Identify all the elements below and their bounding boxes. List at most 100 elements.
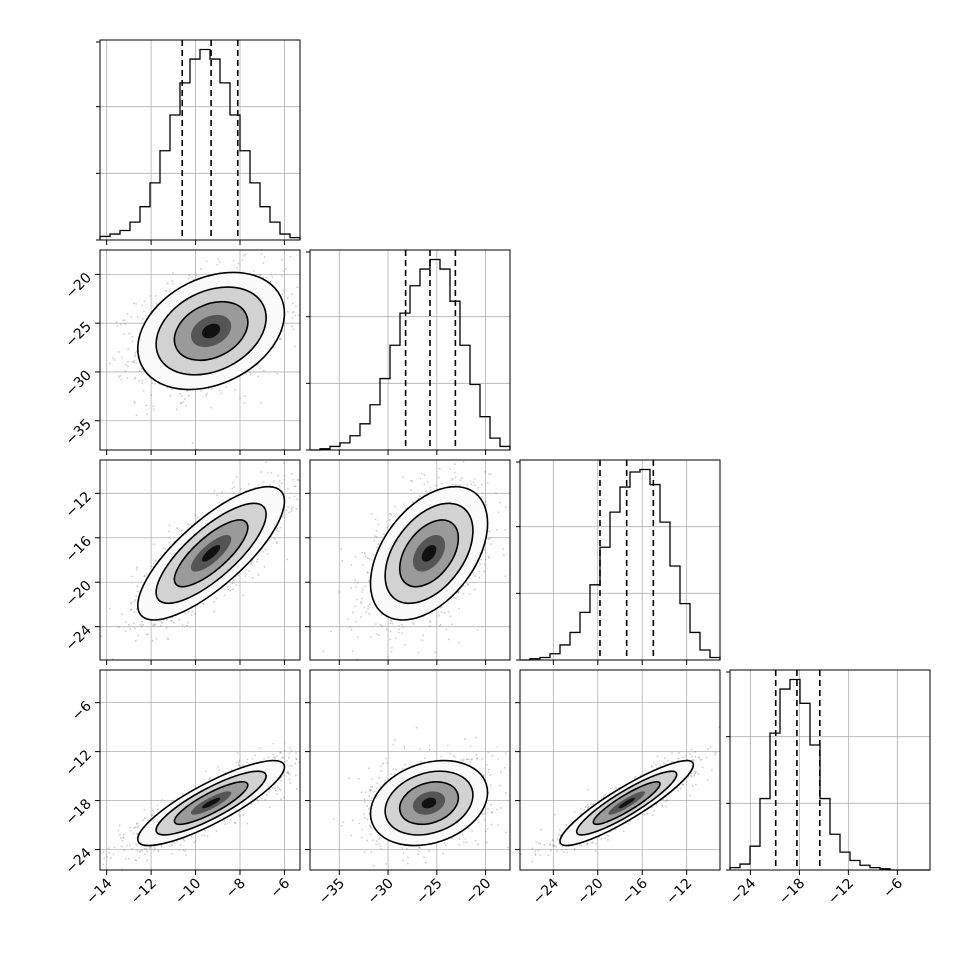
sample-point [411, 480, 414, 483]
sample-point [360, 616, 363, 618]
sample-point [206, 392, 209, 395]
sample-point [235, 761, 238, 764]
sample-point [151, 382, 154, 385]
sample-point [361, 551, 364, 554]
sample-point [127, 857, 130, 860]
sample-point [140, 367, 143, 370]
sample-point [247, 483, 250, 485]
sample-point [481, 483, 483, 486]
sample-point [354, 555, 357, 558]
sample-point [292, 310, 295, 313]
sample-point [402, 626, 404, 628]
sample-point [271, 786, 274, 789]
sample-point [257, 375, 259, 378]
sample-point [133, 361, 135, 364]
density-fill [201, 544, 221, 562]
sample-point [429, 486, 432, 489]
x-tick-label: −12 [825, 876, 857, 908]
sample-point [487, 538, 490, 541]
sample-point [352, 611, 354, 614]
sample-point [273, 480, 275, 483]
sample-point [388, 519, 391, 521]
sample-point [294, 762, 297, 765]
sample-point [484, 500, 487, 503]
sample-point [190, 614, 193, 617]
sample-point [445, 628, 448, 631]
sample-point [277, 474, 280, 477]
sample-point [237, 262, 240, 265]
sample-point [153, 624, 156, 627]
sample-point [271, 276, 274, 279]
sample-point [367, 571, 369, 574]
sample-point [452, 596, 455, 599]
sample-point [488, 530, 491, 533]
sample-point [459, 479, 462, 481]
sample-point [154, 559, 157, 562]
sample-point [235, 583, 238, 586]
sample-point [379, 624, 382, 626]
sample-point [143, 310, 145, 313]
sample-point [124, 621, 127, 623]
sample-point [146, 859, 149, 862]
sample-point [383, 533, 385, 536]
sample-point [257, 799, 259, 802]
sample-point [135, 362, 138, 364]
sample-point [199, 268, 202, 270]
sample-point [216, 263, 219, 266]
panel-frame [309, 459, 511, 661]
sample-point [258, 367, 261, 370]
sample-point [480, 558, 483, 561]
sample-point [133, 402, 136, 405]
sample-point [249, 371, 252, 374]
sample-point [338, 591, 340, 593]
sample-point [161, 621, 164, 624]
sample-point [438, 614, 440, 617]
sample-point [173, 842, 176, 845]
sample-point [239, 765, 242, 768]
sample-point [263, 256, 266, 259]
sample-point [239, 397, 241, 400]
sample-point [429, 620, 432, 623]
scatter-panel-p0-p3 [95, 669, 301, 875]
sample-point [180, 402, 182, 405]
sample-point [151, 814, 154, 816]
sample-point [286, 297, 289, 299]
sample-point [281, 293, 284, 296]
sample-point [402, 476, 404, 479]
density-fill [421, 544, 437, 562]
sample-point [281, 456, 283, 458]
sample-point [497, 511, 500, 514]
sample-point [134, 627, 136, 630]
sample-point [291, 311, 294, 314]
sample-point [151, 639, 154, 642]
sample-point [449, 615, 452, 618]
sample-point [267, 471, 269, 474]
sample-point [454, 463, 456, 466]
sample-point [470, 483, 473, 486]
sample-point [141, 849, 144, 852]
sample-point [172, 621, 175, 624]
sample-point [483, 470, 486, 473]
sample-point [229, 590, 232, 592]
sample-point [265, 276, 268, 279]
sample-point [368, 557, 371, 560]
sample-point [403, 503, 405, 506]
sample-point [133, 600, 136, 603]
sample-point [389, 622, 392, 625]
sample-point [380, 613, 383, 616]
sample-point [128, 624, 130, 626]
sample-point [250, 803, 253, 805]
sample-point [372, 553, 374, 556]
sample-point [290, 473, 293, 475]
sample-point [365, 611, 367, 613]
sample-point [184, 612, 186, 614]
sample-point [233, 486, 236, 488]
sample-point [92, 417, 94, 419]
sample-point [152, 623, 155, 625]
sample-point [187, 395, 190, 397]
scatter-panel-p0-p2 [95, 456, 301, 665]
sample-point [278, 484, 281, 487]
sample-point [375, 535, 378, 538]
sample-point [146, 633, 149, 636]
sample-point [234, 388, 237, 391]
